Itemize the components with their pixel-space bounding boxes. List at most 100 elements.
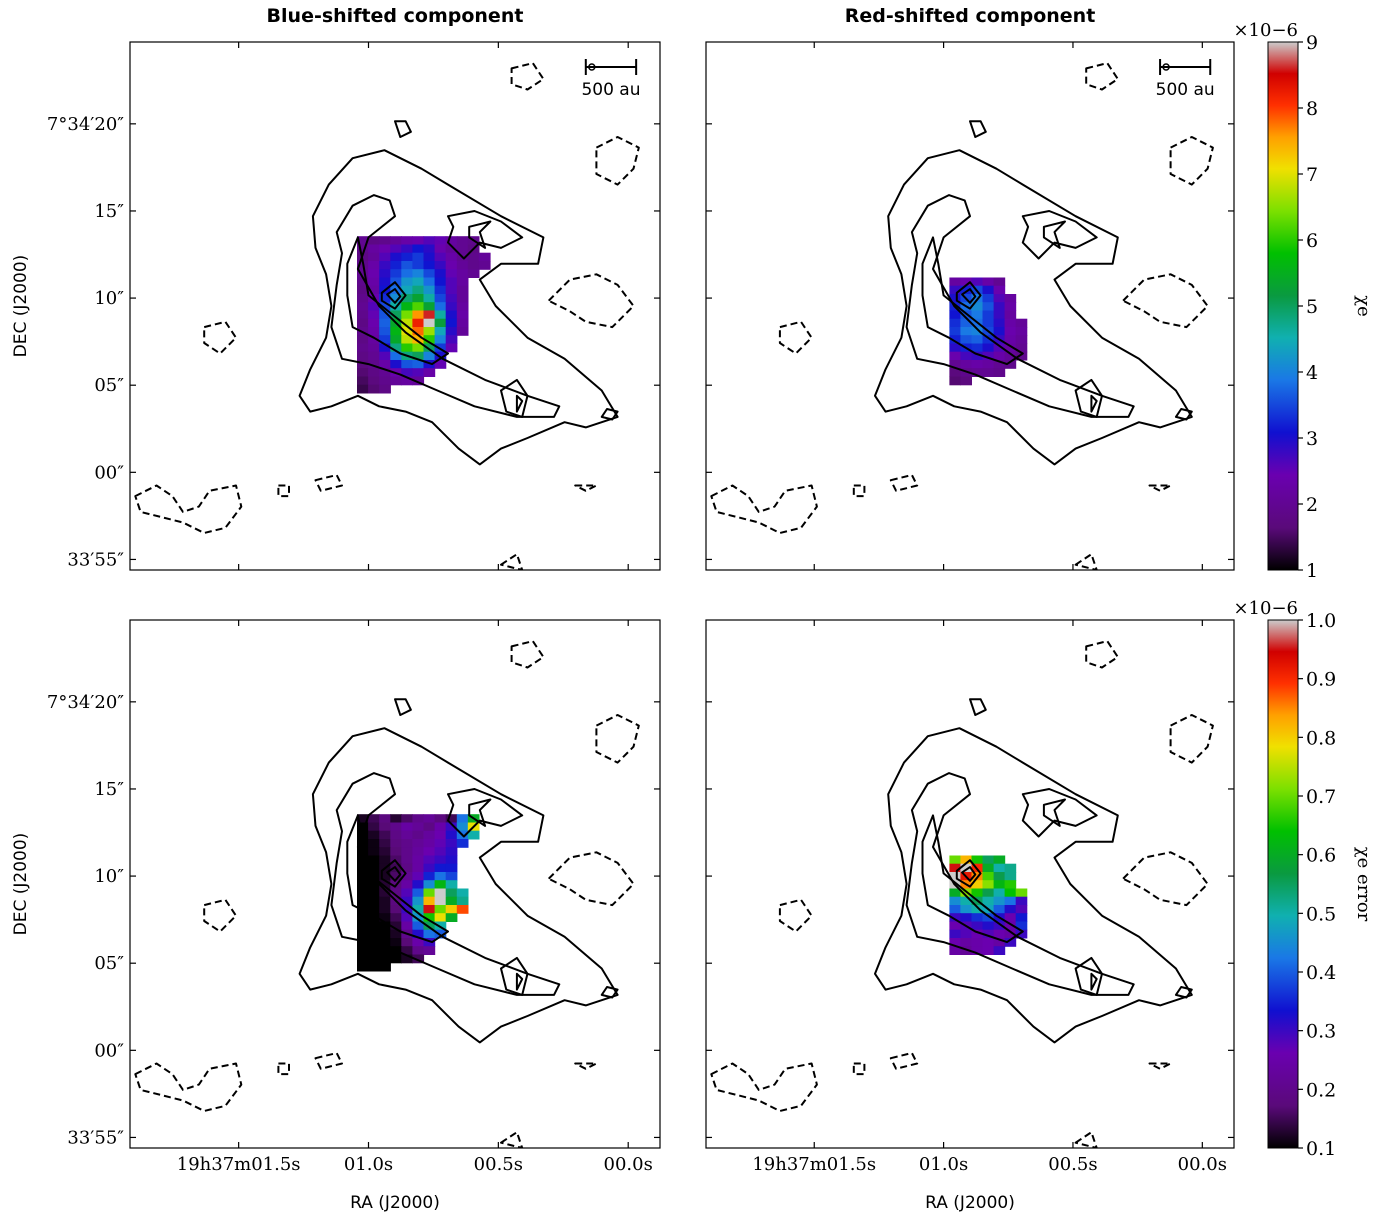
contour-dashed-7 [1074,553,1098,570]
heatmap-cell [456,269,469,278]
colorbar-tick-label: 4 [1306,362,1318,384]
heatmap-cell [456,310,469,320]
heatmap-cell [456,294,469,303]
heatmap-cell [412,946,425,955]
heatmap-cell [423,360,436,369]
heatmap-cell [401,285,413,295]
heatmap-cell [456,327,469,336]
heatmap-cell [993,880,1006,889]
heatmap-cell [982,351,995,361]
colorbar-tick-label: 0.1 [1306,1138,1336,1160]
contour-dashed-2 [547,273,635,329]
heatmap-cell [368,814,380,823]
heatmap-cell [982,310,995,320]
heatmap-cell [390,847,402,856]
heatmap-cell [357,822,369,832]
heatmap-cell [1004,913,1017,922]
x-tick-label: 19h37m01.5s [752,1154,876,1175]
heatmap-cell [949,376,961,386]
colorbar-exponent: ×10−6 [1233,598,1298,619]
heatmap-cell [412,888,425,898]
colorbar-tick-label: 9 [1306,32,1318,54]
heatmap-cell [1015,913,1028,922]
heatmap-cell [960,905,972,914]
heatmap-cell [379,318,391,328]
heatmap-cell [357,351,369,361]
heatmap-cell [971,277,984,287]
heatmap-cell [982,921,995,931]
contour-solid-10 [600,986,619,999]
heatmap-cell [423,896,436,906]
scalebar-label: 500 au [581,80,640,100]
contour-solid-6 [1042,798,1066,827]
contour-solid-2 [346,814,449,944]
panel-red-chi-error: 19h37m01.5s 01.0s 00.5s 00.0s [705,619,1235,1175]
contour-dashed-8 [574,1062,598,1070]
heatmap-cell [423,244,436,254]
heatmap-cell [412,929,425,939]
col-title-blue: Blue-shifted component [267,5,524,27]
heatmap-cell [379,888,391,898]
y-tick-label: 00″ [94,1040,124,1061]
heatmap-cell [1004,310,1017,320]
contour-dashed-6 [852,484,866,498]
contour-solid-9 [394,698,412,716]
heatmap-cell [379,294,391,303]
heatmap-cell [445,310,458,320]
colorbar-tick-label: 0.5 [1306,903,1336,925]
heatmap-cell [434,269,447,278]
contour-dashed-3 [710,1062,818,1112]
heatmap-cell [390,294,402,303]
heatmap-cell [379,302,391,311]
heatmap-cell [412,368,425,377]
heatmap-cell [949,335,961,344]
heatmap-cell [434,880,447,889]
heatmap-cell [368,888,380,898]
contour-solid-1 [905,194,1135,418]
col-title-red: Red-shifted component [845,5,1096,27]
heatmap-cell [445,822,458,832]
heatmap-cell [401,327,413,336]
colorbar-tick-label: 5 [1306,296,1318,318]
colorbar-tick-label: 0.6 [1306,845,1336,867]
heatmap-cell [949,938,961,947]
heatmap-cell [445,302,458,311]
heatmap-cell [949,872,961,881]
heatmap-cell [390,252,402,262]
heatmap-cell [379,351,391,361]
contour-solid-0 [298,727,619,1044]
heatmap-cell [423,310,436,320]
heatmap-cell [456,822,469,832]
heatmap-cell [993,351,1006,361]
heatmap-cell [960,938,972,947]
heatmap-cell [368,277,380,287]
heatmap-cell [434,360,447,369]
heatmap-cell [412,814,425,823]
heatmap-cell [434,294,447,303]
heatmap-cell [971,335,984,344]
heatmap-cell [401,839,413,848]
heatmap-cell [357,921,369,931]
heatmap-cell [423,277,436,287]
contour-solid-8 [515,972,524,991]
contour-solid-6 [468,798,492,827]
heatmap-cell [412,839,425,848]
heatmap-cell [1004,905,1017,914]
heatmap-cell [368,822,380,832]
heatmap-cell [357,376,369,386]
heatmap-cell [445,327,458,336]
heatmap-cell [368,302,380,311]
contour-dashed-4 [203,898,237,933]
heatmap-cell [401,236,413,245]
heatmap-cell [423,872,436,881]
heatmap-cell [478,252,491,262]
heatmap-cell [390,343,402,353]
x-tick-label: 00.5s [1048,1154,1097,1175]
heatmap-cell [960,277,972,287]
contour-solid-4 [961,866,977,882]
contour-solid-8 [1090,394,1098,413]
heatmap-cell [971,888,984,898]
heatmap-cell [368,327,380,336]
heatmap-cell [949,913,961,922]
